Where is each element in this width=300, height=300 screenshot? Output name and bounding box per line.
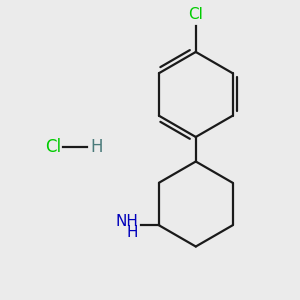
Text: Cl: Cl [188, 7, 203, 22]
Text: H: H [91, 138, 103, 156]
Text: H: H [127, 225, 138, 240]
Text: NH: NH [116, 214, 138, 229]
Text: Cl: Cl [46, 138, 62, 156]
